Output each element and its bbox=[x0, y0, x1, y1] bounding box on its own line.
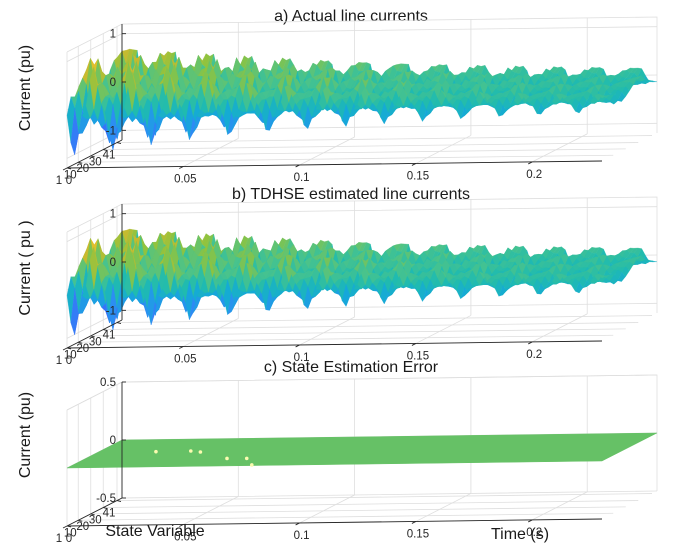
error-spike bbox=[244, 456, 249, 461]
gridline-x-floor bbox=[532, 491, 588, 521]
panel-a-axes bbox=[62, 24, 603, 171]
gridline-y-floor bbox=[116, 135, 653, 143]
z-tick-label: 0.5 bbox=[100, 377, 116, 389]
y-tick-mark bbox=[103, 149, 108, 151]
z-tick-label: 0 bbox=[110, 77, 116, 89]
y-tick-label: 1 bbox=[56, 355, 62, 367]
gridline-x-floor bbox=[532, 133, 588, 163]
y-tick-mark bbox=[90, 155, 95, 158]
box-back-edges bbox=[66, 374, 658, 491]
box-back-edges bbox=[66, 196, 658, 313]
x-tick-label: 0.05 bbox=[174, 173, 196, 185]
panel-c-x-axis-label: Time (s) bbox=[491, 526, 549, 543]
y-tick-mark bbox=[78, 161, 83, 164]
x-tick-label: 0.2 bbox=[526, 349, 542, 361]
x-tick-mark bbox=[295, 164, 300, 168]
x-tick-label: 0.1 bbox=[294, 172, 310, 184]
x-tick-label: 0.05 bbox=[174, 353, 196, 365]
gridline-x-floor bbox=[299, 136, 355, 166]
panel-a-z-axis-label: Current (pu) bbox=[17, 45, 34, 131]
gridline-z-walls bbox=[66, 374, 658, 411]
error-spike bbox=[198, 450, 203, 454]
x-tick-mark bbox=[179, 166, 184, 169]
x-tick-label: 0.15 bbox=[407, 170, 429, 182]
y-tick-mark bbox=[66, 167, 72, 170]
x-tick-mark bbox=[528, 161, 533, 165]
x-tick-label: 0.2 bbox=[526, 169, 542, 181]
surface-facet bbox=[598, 93, 607, 99]
y-tick-label: 20 bbox=[76, 343, 89, 355]
y-tick-label: 41 bbox=[103, 150, 116, 162]
gridline-x-floor bbox=[183, 496, 239, 525]
y-tick-label: 30 bbox=[89, 337, 102, 349]
gridline-y-floor bbox=[103, 142, 639, 150]
panel-c-title: c) State Estimation Error bbox=[264, 359, 439, 376]
y-tick-label: 41 bbox=[103, 330, 116, 342]
x-tick-mark bbox=[62, 167, 68, 171]
gridline-x-floor bbox=[299, 316, 355, 346]
y-tick-label: 10 bbox=[64, 527, 77, 539]
panel-c-y-axis-label: State Variable bbox=[105, 523, 204, 540]
x-axis-line bbox=[66, 160, 603, 169]
y-tick-label: 20 bbox=[76, 521, 89, 533]
z-tick-label: 1 bbox=[110, 209, 116, 221]
gridline-x-floor bbox=[532, 313, 588, 343]
gridline-z-walls bbox=[66, 26, 658, 63]
gridline-y-floor bbox=[90, 328, 626, 337]
panel-b: b) TDHSE estimated line currents 0 0.05 0.… bbox=[17, 186, 658, 367]
gridline-y-floor bbox=[78, 334, 614, 343]
z-tick-label: 0 bbox=[110, 435, 116, 447]
gridline-x-floor bbox=[183, 318, 239, 347]
z-tick-label: -1 bbox=[106, 125, 116, 137]
x-tick-label: 0 bbox=[66, 175, 72, 187]
y-tick-label: 20 bbox=[76, 163, 89, 175]
error-spike bbox=[225, 456, 229, 461]
z-tick-label: 1 bbox=[110, 29, 116, 41]
y-tick-label: 41 bbox=[103, 508, 116, 520]
y-tick-label: 30 bbox=[89, 157, 102, 169]
z-tick-label: -0.5 bbox=[96, 493, 116, 505]
panel-a: a) Actual line currents 0 0.05 0.1 0.15 0.2 1… bbox=[17, 8, 658, 187]
panel-b-surface bbox=[66, 228, 658, 335]
x-tick-label: 0.1 bbox=[294, 530, 310, 542]
gridline-y-floor bbox=[103, 322, 639, 330]
panel-b-z-axis-label: Current ( pu ) bbox=[17, 220, 34, 315]
error-spike bbox=[154, 449, 158, 454]
x-tick-mark bbox=[411, 163, 417, 166]
x-tick-label: 0.15 bbox=[407, 528, 429, 540]
error-spike bbox=[189, 449, 193, 453]
error-spike bbox=[250, 463, 254, 467]
y-tick-label: 1 bbox=[56, 533, 62, 545]
gridline-y-floor bbox=[78, 154, 614, 163]
gridline-x-floor bbox=[415, 315, 472, 344]
gridline-y-floor bbox=[116, 315, 653, 323]
y-tick-label: 10 bbox=[64, 169, 77, 181]
panel-c: c) State Estimation Error 0 0.05 0.1 0.15 0.… bbox=[17, 359, 658, 545]
panel-a-title: a) Actual line currents bbox=[274, 8, 428, 25]
y-tick-label: 1 bbox=[56, 175, 62, 187]
gridline-z-walls bbox=[66, 206, 658, 243]
gridline-z-walls bbox=[66, 490, 658, 527]
gridline-y-floor bbox=[90, 148, 626, 157]
gridline-x-floor bbox=[183, 138, 239, 167]
y-tick-label: 10 bbox=[64, 349, 77, 361]
box-back-edges bbox=[66, 16, 658, 133]
gridline-x-floor bbox=[415, 493, 472, 522]
panel-c-z-axis-label: Current (pu) bbox=[17, 392, 34, 478]
y-tick-label: 30 bbox=[89, 515, 102, 527]
z-tick-label: -1 bbox=[106, 305, 116, 317]
gridline-x-floor bbox=[415, 135, 472, 164]
z-tick-label: 0 bbox=[110, 257, 116, 269]
x-axis-line bbox=[66, 340, 603, 349]
panel-c-surface bbox=[66, 432, 658, 469]
panel-b-title: b) TDHSE estimated line currents bbox=[232, 186, 470, 203]
gridline-x-floor bbox=[299, 494, 355, 524]
y-tick-mark bbox=[116, 142, 122, 144]
y-axis-line bbox=[66, 139, 123, 169]
panel-a-surface bbox=[66, 48, 658, 155]
